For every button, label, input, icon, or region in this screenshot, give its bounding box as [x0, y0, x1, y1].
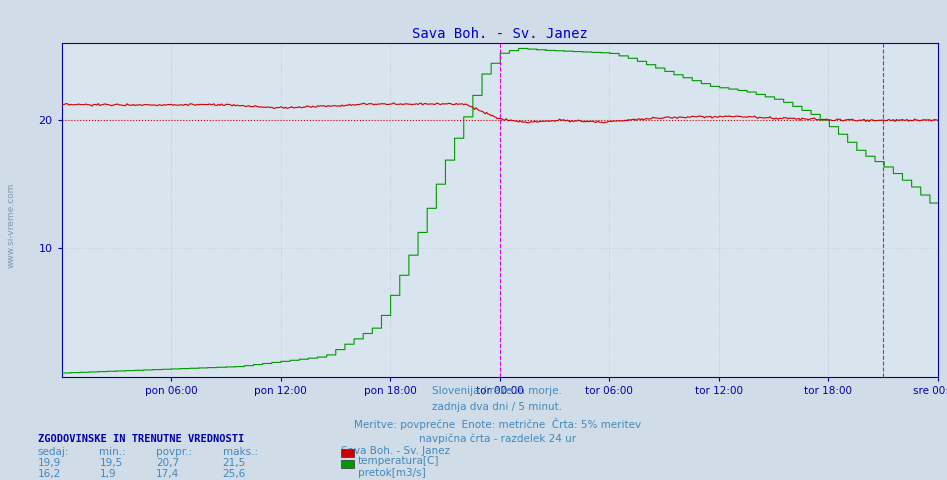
- Text: min.:: min.:: [99, 447, 126, 457]
- Text: 21,5: 21,5: [223, 458, 246, 468]
- Text: 19,9: 19,9: [38, 458, 62, 468]
- Text: 25,6: 25,6: [223, 469, 246, 480]
- Text: sedaj:: sedaj:: [38, 447, 69, 457]
- Text: 1,9: 1,9: [99, 469, 116, 480]
- Text: 16,2: 16,2: [38, 469, 62, 480]
- Text: 19,5: 19,5: [99, 458, 123, 468]
- Title: Sava Boh. - Sv. Janez: Sava Boh. - Sv. Janez: [412, 27, 587, 41]
- Text: temperatura[C]: temperatura[C]: [358, 456, 439, 467]
- Text: zadnja dva dni / 5 minut.: zadnja dva dni / 5 minut.: [432, 402, 563, 412]
- Text: www.si-vreme.com: www.si-vreme.com: [7, 183, 16, 268]
- Text: pretok[m3/s]: pretok[m3/s]: [358, 468, 426, 478]
- Text: Meritve: povprečne  Enote: metrične  Črta: 5% meritev: Meritve: povprečne Enote: metrične Črta:…: [353, 418, 641, 430]
- Text: Slovenija / reke in morje.: Slovenija / reke in morje.: [432, 386, 563, 396]
- Text: navpična črta - razdelek 24 ur: navpična črta - razdelek 24 ur: [419, 434, 576, 444]
- Text: Sava Boh. - Sv. Janez: Sava Boh. - Sv. Janez: [341, 446, 450, 456]
- Text: povpr.:: povpr.:: [156, 447, 192, 457]
- Text: 20,7: 20,7: [156, 458, 179, 468]
- Text: maks.:: maks.:: [223, 447, 258, 457]
- Text: 17,4: 17,4: [156, 469, 180, 480]
- Text: ZGODOVINSKE IN TRENUTNE VREDNOSTI: ZGODOVINSKE IN TRENUTNE VREDNOSTI: [38, 434, 244, 444]
